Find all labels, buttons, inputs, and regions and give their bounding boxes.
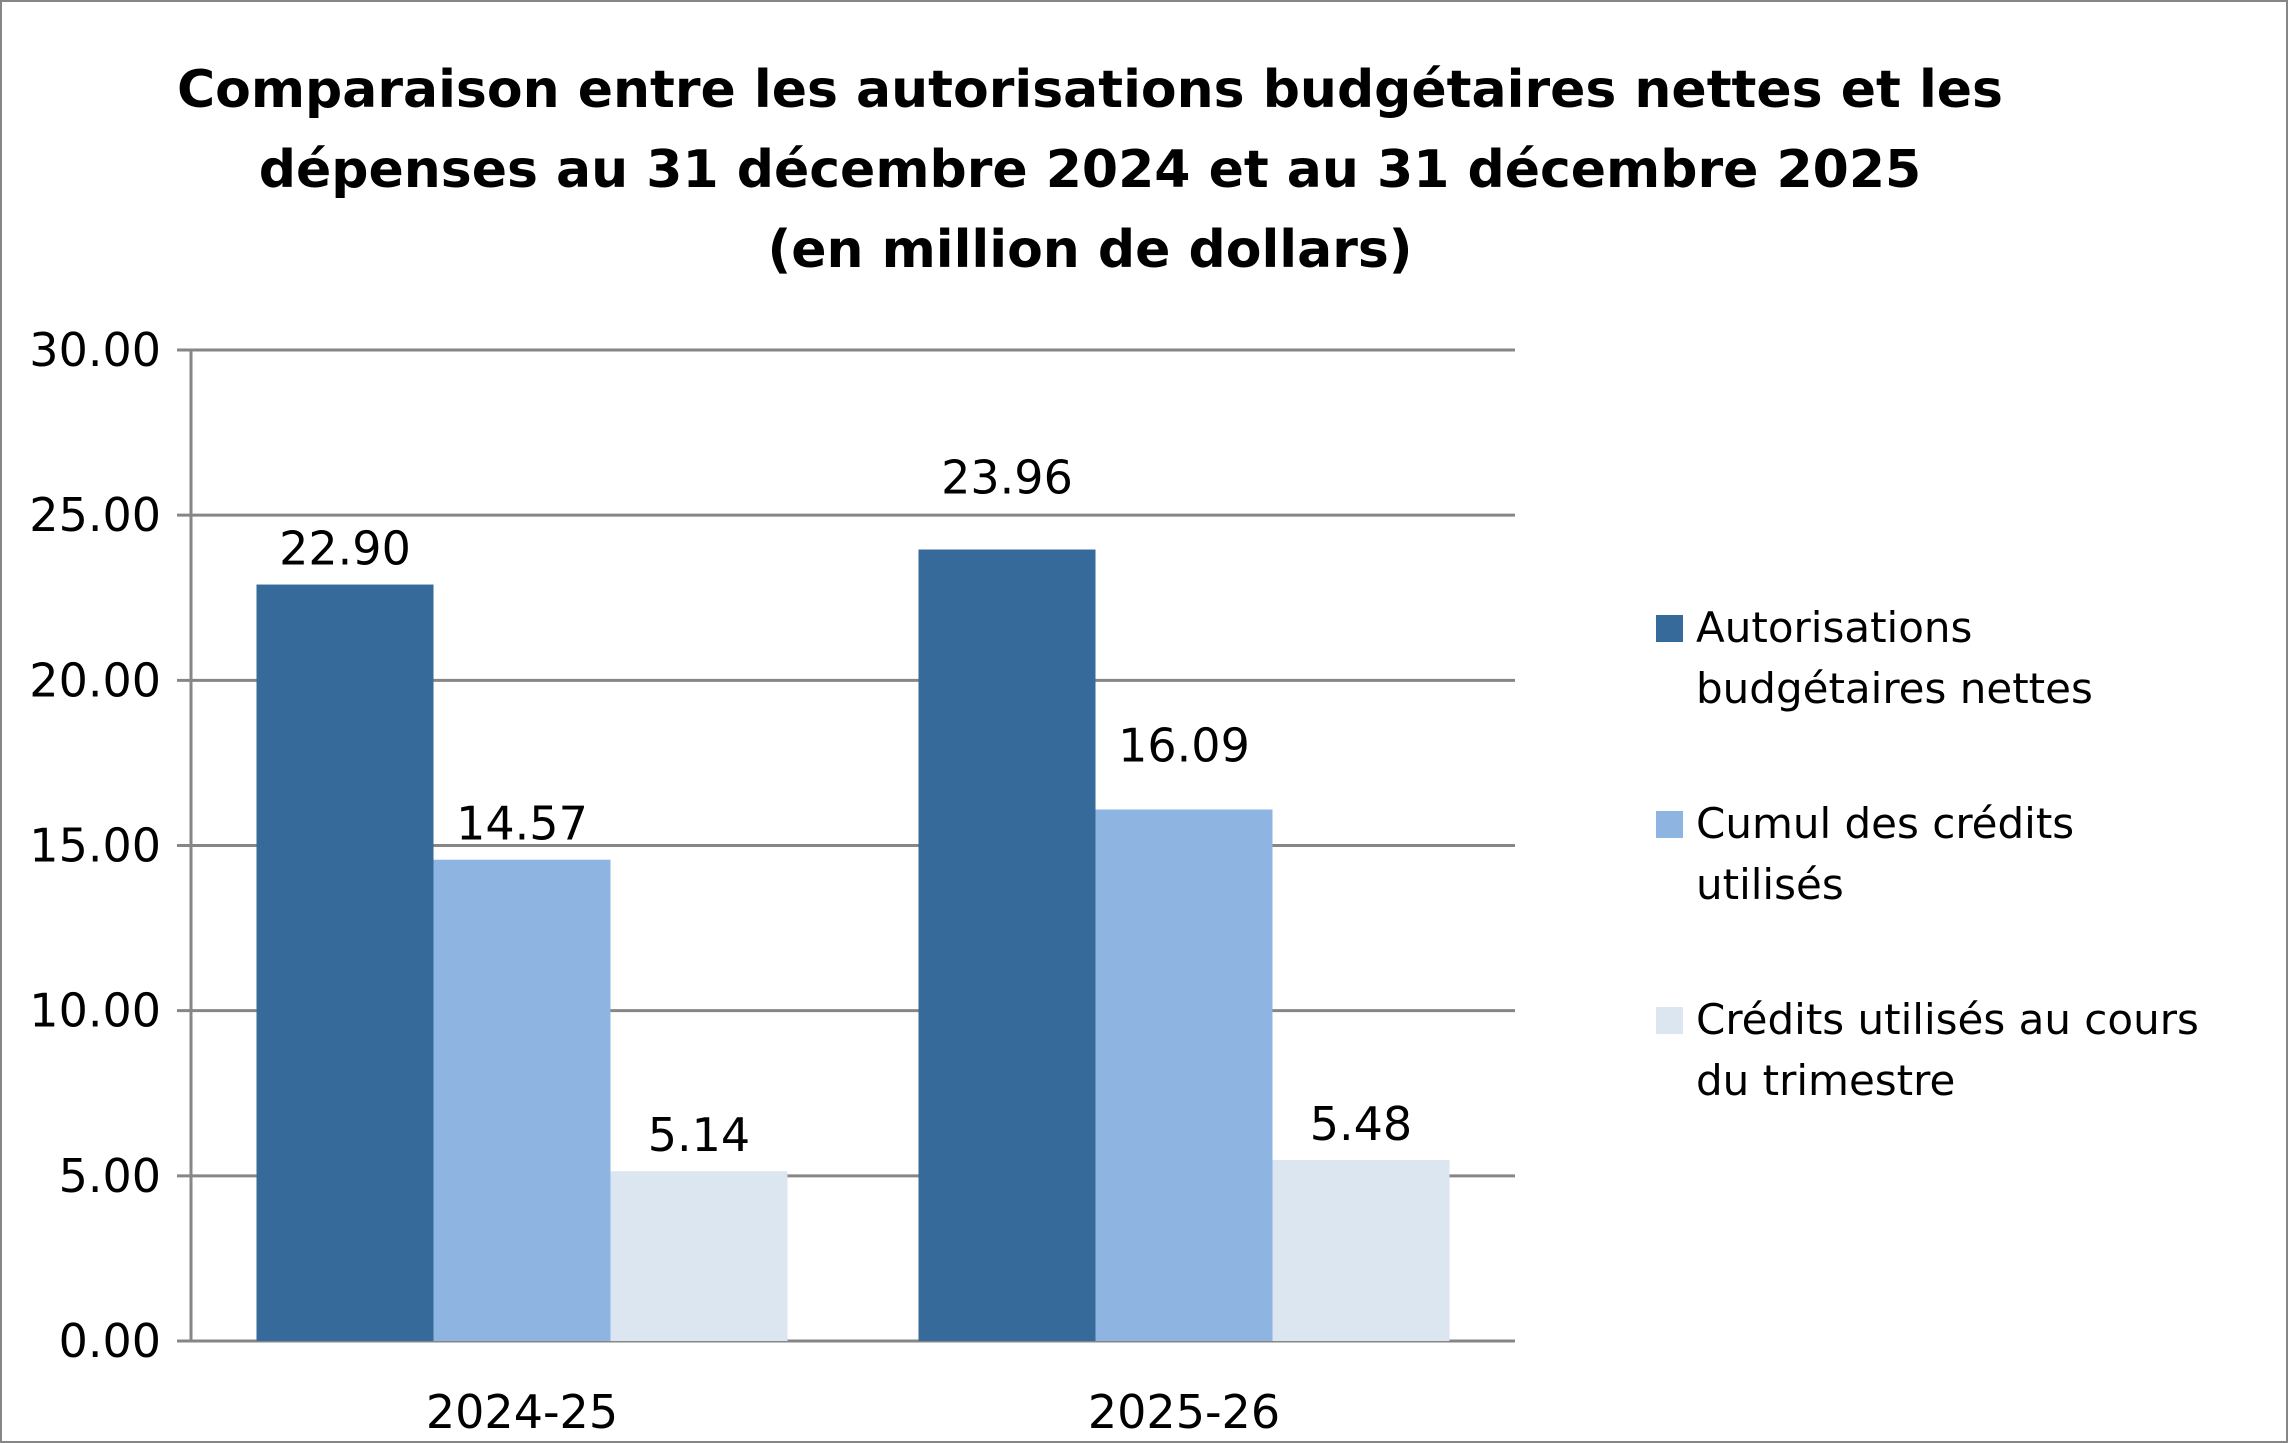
title-line-2: dépenses au 31 décembre 2024 et au 31 dé…: [258, 140, 1922, 200]
legend-label: Cumul des crédits: [1696, 799, 2075, 848]
data-label: 22.90: [279, 522, 411, 576]
title-line-1: Comparaison entre les autorisations budg…: [176, 60, 2004, 120]
legend-label: Crédits utilisés au cours: [1696, 995, 2199, 1044]
data-label: 14.57: [456, 797, 588, 851]
legend-label: Autorisations: [1696, 603, 1973, 652]
legend-label: utilisés: [1696, 860, 1844, 909]
y-tick-label: 5.00: [59, 1149, 161, 1203]
y-tick-label: 30.00: [29, 323, 161, 377]
x-category-label: 2025-26: [1088, 1385, 1280, 1439]
chart-title: Comparaison entre les autorisations budg…: [0, 50, 2180, 290]
bar: [918, 549, 1096, 1341]
title-line-3: (en million de dollars): [767, 220, 1413, 280]
bar: [1272, 1159, 1450, 1341]
legend-swatch: [1656, 615, 1683, 642]
legend-label: du trimestre: [1696, 1056, 1956, 1105]
y-tick-label: 10.00: [29, 984, 161, 1038]
y-tick-label: 20.00: [29, 653, 161, 707]
x-category-label: 2024-25: [426, 1385, 618, 1439]
data-label: 5.14: [648, 1108, 750, 1162]
data-label: 16.09: [1118, 718, 1250, 772]
legend-swatch: [1656, 1007, 1683, 1034]
bar: [433, 859, 611, 1341]
bar: [610, 1171, 788, 1341]
bar: [1095, 809, 1273, 1341]
y-tick-label: 25.00: [29, 488, 161, 542]
bar: [256, 584, 434, 1341]
data-label: 5.48: [1310, 1097, 1412, 1151]
legend-swatch: [1656, 811, 1683, 838]
legend-label: budgétaires nettes: [1696, 664, 2093, 713]
data-label: 23.96: [941, 451, 1073, 505]
y-tick-label: 15.00: [29, 819, 161, 873]
y-tick-label: 0.00: [59, 1314, 161, 1368]
